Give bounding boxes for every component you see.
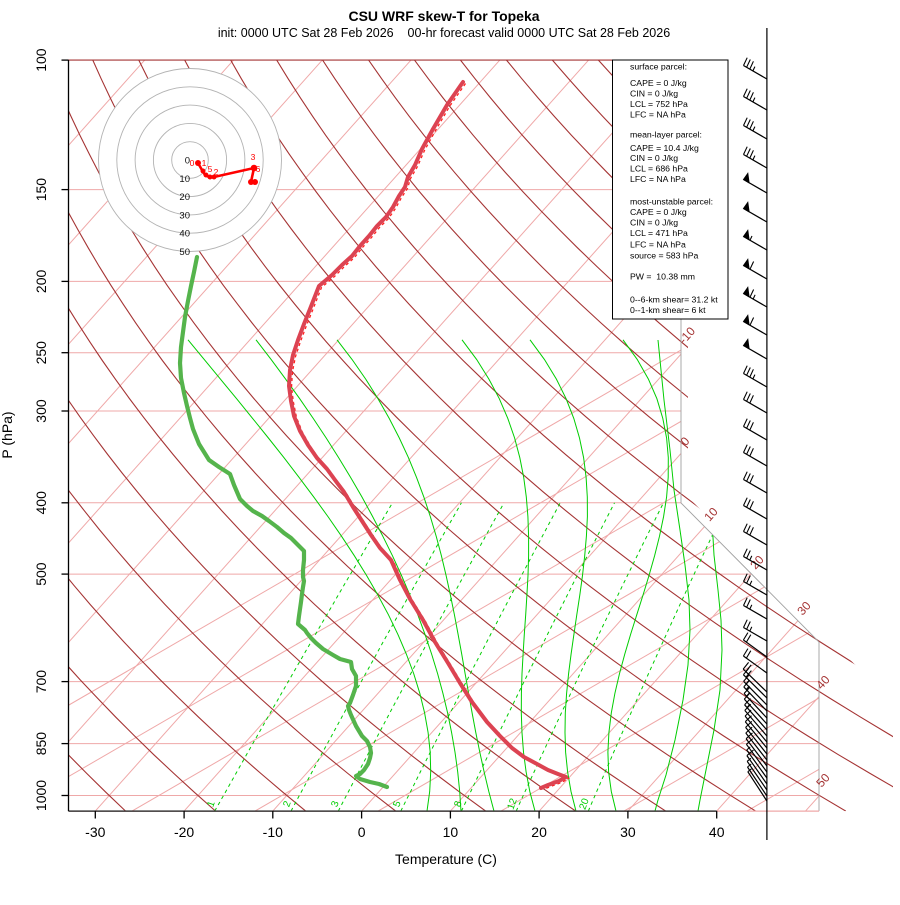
svg-text:500: 500: [33, 562, 49, 586]
svg-text:CAPE = 0 J/kg: CAPE = 0 J/kg: [630, 207, 687, 217]
svg-text:0--6-km shear= 31.2 kt: 0--6-km shear= 31.2 kt: [630, 295, 718, 305]
svg-text:2: 2: [214, 167, 219, 177]
svg-text:40: 40: [179, 229, 190, 240]
svg-text:CSU WRF skew-T for Topeka: CSU WRF skew-T for Topeka: [348, 8, 539, 24]
svg-text:CIN = 0 J/kg: CIN = 0 J/kg: [630, 89, 678, 99]
svg-text:150: 150: [33, 178, 49, 202]
svg-text:PW = 10.38 mm: PW = 10.38 mm: [630, 272, 695, 282]
svg-text:P (hPa): P (hPa): [0, 411, 15, 458]
svg-text:surface parcel:: surface parcel:: [630, 62, 687, 72]
svg-text:mean-layer parcel:: mean-layer parcel:: [630, 130, 702, 140]
svg-text:-30: -30: [85, 824, 105, 840]
svg-text:20: 20: [531, 824, 547, 840]
svg-text:10: 10: [179, 174, 190, 185]
svg-text:CAPE = 0 J/kg: CAPE = 0 J/kg: [630, 78, 687, 88]
svg-text:CIN = 0 J/kg: CIN = 0 J/kg: [630, 153, 678, 163]
svg-text:400: 400: [33, 491, 49, 515]
svg-text:700: 700: [33, 670, 49, 694]
svg-text:1000: 1000: [33, 780, 49, 811]
svg-text:6: 6: [256, 164, 261, 174]
svg-text:CAPE = 10.4 J/kg: CAPE = 10.4 J/kg: [630, 143, 699, 153]
svg-text:20: 20: [179, 192, 190, 203]
svg-text:30: 30: [179, 210, 190, 221]
svg-text:5: 5: [208, 164, 213, 174]
svg-text:10: 10: [443, 824, 459, 840]
svg-text:250: 250: [33, 341, 49, 365]
svg-text:-20: -20: [174, 824, 194, 840]
svg-text:LCL = 752 hPa: LCL = 752 hPa: [630, 99, 688, 109]
svg-text:850: 850: [33, 732, 49, 756]
svg-text:50: 50: [179, 247, 190, 258]
svg-text:LCL = 471 hPa: LCL = 471 hPa: [630, 228, 688, 238]
svg-text:LFC = NA hPa: LFC = NA hPa: [630, 240, 686, 250]
svg-text:1: 1: [202, 158, 207, 168]
svg-text:30: 30: [620, 824, 636, 840]
svg-text:3: 3: [251, 152, 256, 162]
svg-text:40: 40: [709, 824, 725, 840]
svg-text:LFC = NA hPa: LFC = NA hPa: [630, 110, 686, 120]
svg-text:0--1-km shear= 6 kt: 0--1-km shear= 6 kt: [630, 305, 706, 315]
svg-text:Temperature (C): Temperature (C): [395, 851, 497, 867]
svg-text:CIN = 0 J/kg: CIN = 0 J/kg: [630, 218, 678, 228]
svg-text:source = 583 hPa: source = 583 hPa: [630, 251, 699, 261]
svg-text:LFC = NA hPa: LFC = NA hPa: [630, 174, 686, 184]
svg-text:-10: -10: [263, 824, 283, 840]
svg-text:init: 0000 UTC Sat 28 Feb 2026: init: 0000 UTC Sat 28 Feb 2026 00-hr for…: [218, 26, 670, 40]
svg-text:LCL = 686 hPa: LCL = 686 hPa: [630, 164, 688, 174]
svg-text:200: 200: [33, 270, 49, 294]
svg-text:0: 0: [358, 824, 366, 840]
svg-text:100: 100: [33, 48, 49, 72]
svg-text:0: 0: [190, 158, 195, 168]
svg-text:most-unstable parcel:: most-unstable parcel:: [630, 197, 713, 207]
svg-text:300: 300: [33, 399, 49, 423]
